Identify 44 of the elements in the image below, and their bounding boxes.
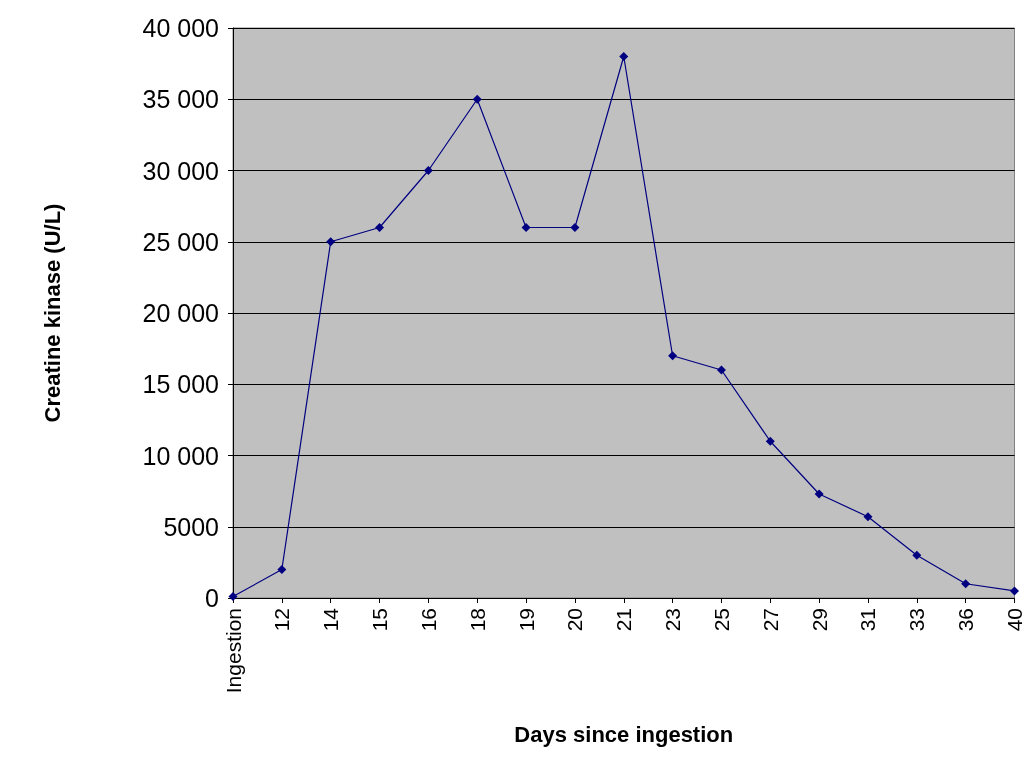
point xyxy=(423,166,433,175)
point xyxy=(1010,586,1019,596)
x-tick-label: 31 xyxy=(856,608,880,632)
x-tick-label: 12 xyxy=(270,608,294,632)
x-tick-label: 21 xyxy=(612,608,636,632)
y-tick-label: 40 000 xyxy=(142,14,219,42)
point xyxy=(863,512,873,522)
point xyxy=(961,579,971,589)
y-tick-label: 10 000 xyxy=(142,441,219,470)
point xyxy=(472,94,482,104)
x-tick-label: 16 xyxy=(416,608,440,632)
x-axis-title: Days since ingestion xyxy=(514,721,734,747)
y-tick-label: 35 000 xyxy=(142,85,219,114)
x-tick-label: 40 xyxy=(1003,608,1026,632)
y-tick-label: 15 000 xyxy=(142,370,219,399)
x-tick-label: 18 xyxy=(465,608,489,632)
x-tick-label: 19 xyxy=(514,608,538,632)
x-tick-label: 36 xyxy=(954,608,978,632)
x-tick-label: 29 xyxy=(807,608,831,632)
point xyxy=(912,550,922,560)
point xyxy=(619,52,629,61)
y-tick-label: 5000 xyxy=(163,512,219,541)
y-tick-label: 30 000 xyxy=(142,156,219,185)
x-tick-label: 25 xyxy=(709,608,733,632)
point xyxy=(570,223,580,232)
x-tick-label: 20 xyxy=(563,608,587,632)
point xyxy=(521,223,531,232)
x-tick-label: 14 xyxy=(319,607,343,632)
y-tick-label: 20 000 xyxy=(142,299,219,327)
point xyxy=(375,223,385,232)
x-tick-label: 15 xyxy=(368,608,392,632)
point xyxy=(668,351,678,361)
x-tick-label: 23 xyxy=(661,608,685,632)
point xyxy=(716,365,726,375)
y-tick-label: 25 000 xyxy=(142,227,219,256)
x-tick-label: 33 xyxy=(905,608,929,632)
x-tick-label: 27 xyxy=(758,608,782,632)
point xyxy=(765,436,775,446)
point xyxy=(814,489,824,499)
x-tick-label: Ingestion xyxy=(221,608,245,694)
point xyxy=(277,565,287,574)
y-axis-title: Creatine kinase (U/L) xyxy=(39,203,65,423)
y-tick-label: 0 xyxy=(205,584,219,612)
point xyxy=(326,237,336,247)
